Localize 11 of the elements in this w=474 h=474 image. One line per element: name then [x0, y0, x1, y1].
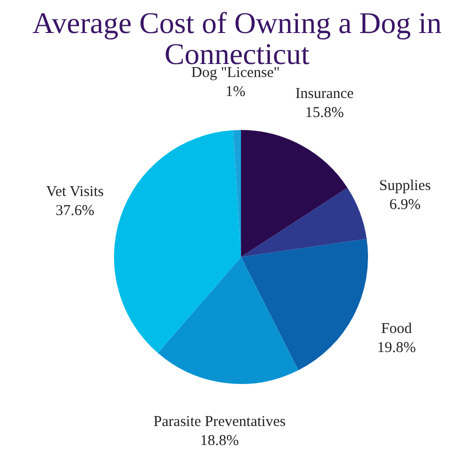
slice-label: Food	[381, 320, 412, 337]
data-label: 6.9%	[389, 197, 421, 214]
data-label: 37.6%	[56, 202, 94, 219]
data-label: 19.8%	[377, 340, 416, 356]
slice-label: Vet Visits	[46, 184, 104, 200]
slice-label: Insurance	[295, 86, 354, 102]
data-label: 18.8%	[200, 432, 239, 449]
data-label: 15.8%	[305, 104, 344, 121]
data-label: 1%	[225, 84, 246, 100]
slice-label: Parasite Preventatives	[154, 414, 286, 430]
slice-label: Supplies	[379, 178, 432, 194]
